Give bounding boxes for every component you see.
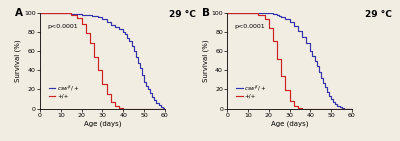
Text: p<0.0001: p<0.0001 xyxy=(235,24,265,29)
Y-axis label: Survival (%): Survival (%) xyxy=(15,39,22,82)
Text: B: B xyxy=(202,8,210,18)
Text: p<0.0001: p<0.0001 xyxy=(48,24,78,29)
Text: 29 °C: 29 °C xyxy=(168,10,196,19)
Text: A: A xyxy=(15,8,23,18)
Text: 29 °C: 29 °C xyxy=(364,10,392,19)
Legend: $csw^{\beta}/+$, +/+: $csw^{\beta}/+$, +/+ xyxy=(46,81,82,101)
Legend: $csw^{\beta}/+$, +/+: $csw^{\beta}/+$, +/+ xyxy=(234,81,269,101)
X-axis label: Age (days): Age (days) xyxy=(84,121,121,127)
Y-axis label: Survival (%): Survival (%) xyxy=(202,39,209,82)
X-axis label: Age (days): Age (days) xyxy=(271,121,308,127)
